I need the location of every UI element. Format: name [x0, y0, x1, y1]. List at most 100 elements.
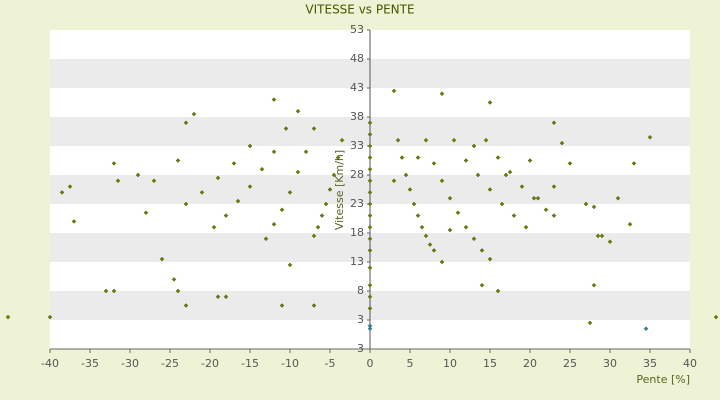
point	[591, 282, 597, 288]
point	[103, 288, 109, 294]
point	[627, 222, 633, 227]
point	[391, 88, 397, 94]
point	[455, 210, 461, 215]
x-tick-label: -10	[281, 357, 299, 370]
point	[111, 161, 117, 166]
point	[211, 224, 217, 230]
point	[367, 120, 373, 126]
point	[323, 201, 329, 207]
point	[419, 224, 425, 230]
point	[311, 126, 317, 131]
point	[331, 172, 337, 178]
point	[395, 137, 401, 143]
point	[713, 314, 719, 320]
point	[499, 201, 505, 207]
point	[415, 155, 421, 160]
point	[339, 137, 345, 143]
point	[271, 149, 277, 155]
y-tick-label: 18	[350, 226, 364, 239]
point	[439, 91, 445, 97]
y-tick-label: 28	[350, 168, 364, 181]
point	[367, 143, 373, 149]
point	[367, 306, 373, 311]
point	[259, 166, 265, 172]
point	[5, 314, 11, 320]
point	[199, 190, 205, 195]
y-tick-label: 3	[357, 313, 364, 326]
point	[559, 140, 565, 146]
point	[159, 256, 165, 262]
point	[511, 213, 517, 218]
point	[367, 282, 373, 288]
point	[483, 137, 489, 143]
point	[447, 195, 453, 201]
x-tick-label: 40	[683, 357, 697, 370]
point	[367, 248, 373, 253]
point	[367, 224, 373, 230]
point	[67, 184, 73, 189]
point	[367, 236, 373, 242]
point	[71, 219, 77, 224]
point	[615, 195, 621, 201]
point	[567, 161, 573, 166]
y-tick-label: 33	[350, 139, 364, 152]
x-tick-label: -20	[201, 357, 219, 370]
point	[47, 314, 53, 320]
x-tick-label: 35	[643, 357, 657, 370]
x-tick-label: 15	[483, 357, 497, 370]
point	[403, 172, 409, 178]
point	[427, 242, 433, 247]
point	[111, 288, 117, 294]
point	[135, 172, 141, 178]
point	[247, 184, 253, 189]
x-axis-title: Pente [%]	[636, 373, 690, 386]
point	[367, 190, 373, 195]
point	[391, 178, 397, 184]
point	[535, 195, 541, 201]
point	[115, 178, 121, 184]
point	[59, 190, 65, 195]
point	[471, 143, 477, 149]
point	[599, 233, 605, 239]
point	[367, 326, 373, 331]
chart-title: VITESSE vs PENTE	[305, 3, 414, 17]
y-axis-title: Vitesse [Km/h]	[333, 150, 346, 230]
point	[223, 213, 229, 218]
point	[411, 201, 417, 207]
point	[583, 201, 589, 207]
point	[271, 97, 277, 102]
point	[223, 294, 229, 300]
x-tick-label: -40	[41, 357, 59, 370]
point	[487, 100, 493, 105]
point	[631, 161, 637, 166]
point	[367, 166, 373, 172]
point	[531, 195, 537, 201]
point	[423, 233, 429, 239]
x-tick-label: 25	[563, 357, 577, 370]
point	[183, 120, 189, 126]
point	[235, 198, 241, 204]
x-tick-label: -25	[161, 357, 179, 370]
point	[431, 248, 437, 253]
y-tick-label: 43	[350, 81, 364, 94]
x-tick-label: 10	[443, 357, 457, 370]
point	[475, 172, 481, 178]
x-tick-label: -15	[241, 357, 259, 370]
point	[327, 187, 333, 192]
point	[607, 239, 613, 244]
point	[519, 184, 525, 189]
point	[523, 224, 529, 230]
point	[451, 137, 457, 143]
point	[311, 303, 317, 308]
point	[415, 213, 421, 218]
x-tick-label: 20	[523, 357, 537, 370]
point	[399, 155, 405, 160]
point	[591, 204, 597, 210]
point	[271, 222, 277, 227]
y-tick-label: 13	[350, 255, 364, 268]
point	[439, 259, 445, 265]
point	[151, 178, 157, 184]
point	[463, 158, 469, 163]
point	[643, 326, 649, 331]
point	[283, 126, 289, 131]
